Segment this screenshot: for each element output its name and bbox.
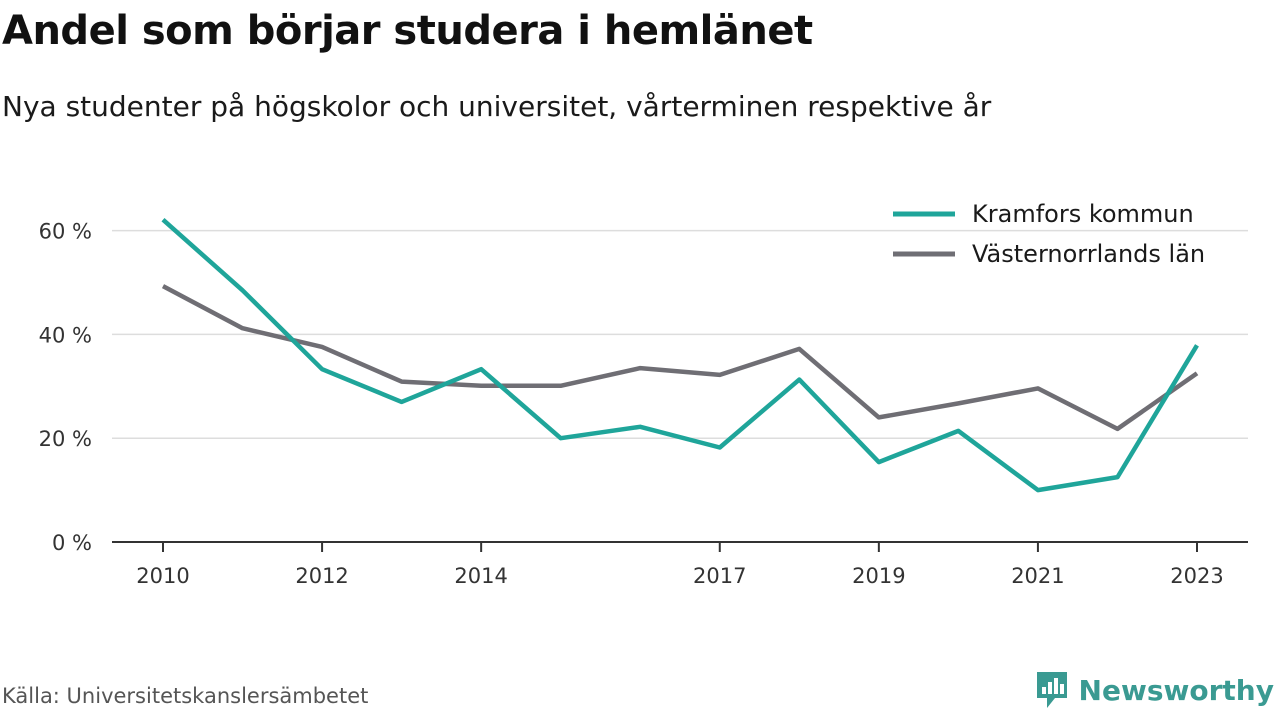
y-tick-label: 20 % (39, 427, 92, 451)
y-tick-label: 60 % (39, 220, 92, 244)
y-tick-label: 40 % (39, 323, 92, 347)
legend-label: Kramfors kommun (972, 200, 1194, 228)
x-tick-label: 2023 (1170, 564, 1223, 588)
series-lines (161, 218, 1199, 493)
series-line (161, 284, 1199, 432)
legend-label: Västernorrlands län (972, 240, 1205, 268)
source-note: Källa: Universitetskanslersämbetet (2, 684, 369, 708)
x-tick-label: 2012 (295, 564, 348, 588)
y-axis-labels: 0 % 20 % 40 % 60 % (39, 220, 92, 555)
x-tick-label: 2021 (1011, 564, 1064, 588)
brand-name: Newsworthy (1078, 673, 1274, 707)
chart-title: Andel som börjar studera i hemlänet (2, 8, 813, 54)
x-tick-label: 2019 (852, 564, 905, 588)
x-axis: 2010 2012 2014 2017 2019 2021 2023 (112, 541, 1248, 588)
brand-logo-group: Newsworthy (1035, 670, 1274, 710)
x-tick-label: 2010 (136, 564, 189, 588)
x-tick-label: 2014 (454, 564, 507, 588)
series-line (161, 218, 1199, 493)
y-tick-label: 0 % (52, 531, 92, 555)
legend: Kramfors kommun Västernorrlands län (893, 200, 1205, 268)
chart-subtitle: Nya studenter på högskolor och universit… (2, 90, 992, 123)
newsworthy-logo-icon (1036, 672, 1067, 708)
x-tick-label: 2017 (693, 564, 746, 588)
